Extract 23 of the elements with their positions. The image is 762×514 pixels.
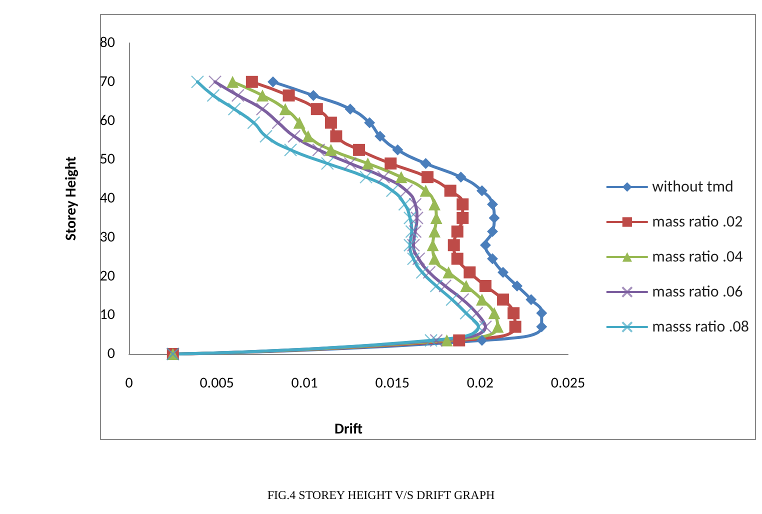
legend-label: without tmd — [652, 178, 734, 196]
y-tick-label: 40 — [100, 190, 116, 208]
y-tick-label: 50 — [100, 150, 116, 169]
text: FIG.4 STOREY HEIGHT V/S DRIFT GRAPH — [267, 488, 496, 502]
x-tick-label: 0.025 — [550, 374, 586, 392]
y-tick-label: 30 — [100, 228, 116, 246]
x-tick-label: 0.01 — [291, 374, 318, 392]
y-tick-label: 60 — [100, 112, 116, 130]
legend-label: mass ratio .06 — [652, 282, 743, 302]
x-tick-label: 0.005 — [200, 374, 234, 392]
legend-label: mass ratio .04 — [652, 248, 743, 266]
y-tick-label: 80 — [100, 34, 116, 52]
legend-label: mass ratio .02 — [652, 212, 743, 232]
x-tick-label: 0 — [125, 374, 134, 392]
y-tick-label: 20 — [100, 267, 116, 286]
y-axis-title: Storey Height — [62, 156, 80, 241]
x-axis-title: Drift — [334, 420, 363, 438]
x-tick-label: 0.02 — [466, 374, 494, 392]
y-tick-label: 70 — [100, 72, 116, 91]
y-tick-label: 10 — [100, 306, 116, 324]
legend-label: masss ratio .08 — [652, 318, 749, 336]
x-tick-label: 0.015 — [375, 374, 410, 392]
y-tick-label: 0 — [107, 345, 116, 363]
